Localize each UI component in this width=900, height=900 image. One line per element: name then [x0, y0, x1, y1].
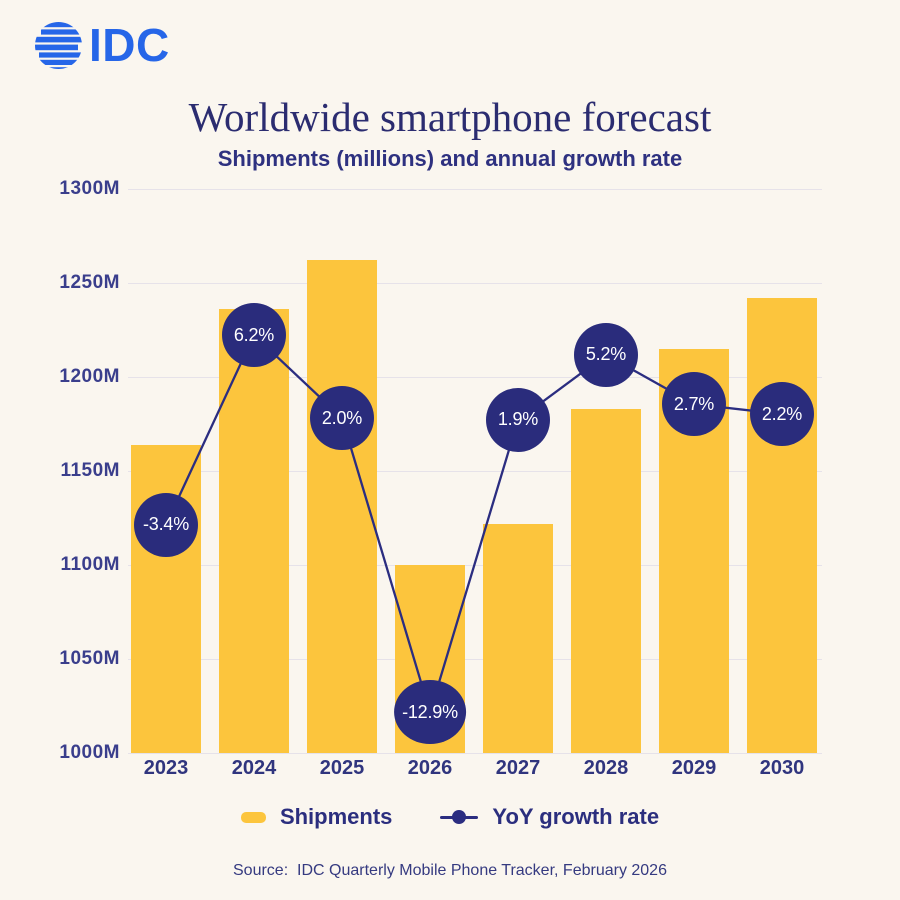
- idc-globe-icon: [35, 22, 82, 69]
- x-axis-label: 2025: [319, 757, 365, 779]
- page-subtitle: Shipments (millions) and annual growth r…: [217, 146, 683, 171]
- idc-logo: IDC: [35, 22, 170, 69]
- growth-marker: -12.9%: [394, 680, 466, 745]
- gridline: [128, 188, 822, 190]
- x-axis-label: 2029: [671, 757, 717, 779]
- legend-item-shipments: Shipments: [240, 804, 393, 830]
- y-axis-label: 1150M: [60, 460, 120, 481]
- y-axis-label: 1000M: [59, 742, 120, 763]
- growth-marker: 2.7%: [662, 372, 726, 437]
- idc-logo-text: IDC: [89, 19, 170, 71]
- x-axis-label: 2030: [759, 757, 805, 779]
- shipments-swatch-icon: [240, 811, 266, 823]
- legend-item-growth: YoY growth rate: [440, 804, 659, 830]
- x-axis-label: 2024: [231, 757, 277, 779]
- legend: Shipments YoY growth rate: [0, 800, 900, 834]
- gridline: [128, 752, 822, 754]
- legend-item-shipments-label: Shipments: [279, 804, 393, 829]
- y-axis-label: 1300M: [59, 178, 120, 199]
- y-axis-label: 1050M: [59, 648, 120, 669]
- growth-marker: 2.0%: [310, 386, 374, 450]
- x-axis-label: 2023: [143, 757, 189, 779]
- shipments-bar: [483, 523, 553, 753]
- y-axis-label: 1200M: [59, 366, 120, 387]
- growth-marker: 5.2%: [574, 322, 638, 387]
- growth-marker: -3.4%: [134, 492, 198, 557]
- y-axis-label: 1250M: [59, 272, 120, 293]
- legend-item-growth-label: YoY growth rate: [492, 804, 660, 829]
- page-title: Worldwide smartphone forecast: [188, 94, 712, 140]
- shipments-bar: [747, 298, 817, 753]
- growth-marker: 1.9%: [486, 387, 550, 452]
- shipments-bar: [219, 309, 289, 753]
- gridline: [128, 282, 822, 284]
- x-axis-label: 2027: [495, 757, 541, 779]
- x-axis-label: 2028: [583, 757, 629, 779]
- shipments-bar: [571, 408, 641, 753]
- growth-line-dot-icon: [440, 810, 479, 824]
- growth-marker: 6.2%: [222, 303, 286, 368]
- y-axis-label: 1100M: [60, 554, 120, 575]
- x-axis-label: 2026: [407, 757, 453, 779]
- shipments-bar: [131, 444, 201, 753]
- growth-marker: 2.2%: [750, 382, 814, 447]
- source-note: Source: IDC Quarterly Mobile Phone Track…: [233, 862, 667, 879]
- shipments-bar: [307, 260, 377, 753]
